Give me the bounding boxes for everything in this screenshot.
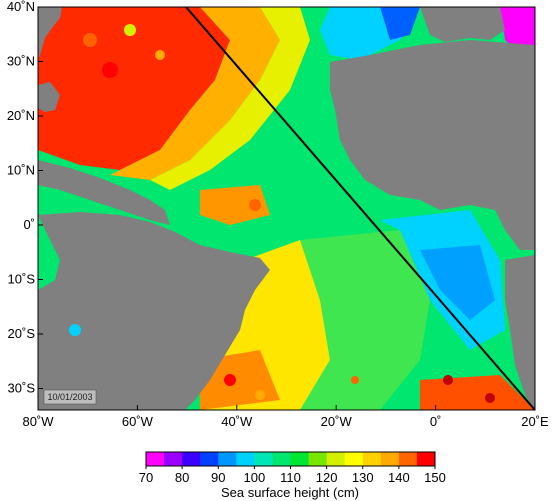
longitude-tick-label: 20˚E bbox=[521, 414, 549, 429]
land-central-america bbox=[38, 160, 170, 225]
colorbar-tick-label: 90 bbox=[211, 470, 225, 485]
longitude-axis: 80˚W 60˚W 40˚W 20˚W 0˚ 20˚E bbox=[22, 405, 549, 429]
eddy bbox=[485, 393, 495, 403]
ssh-zone-south-green bbox=[300, 230, 430, 410]
colorbar-swatch bbox=[272, 452, 291, 466]
date-label: 10/01/2003 bbox=[47, 392, 92, 402]
colorbar-swatch bbox=[254, 452, 273, 466]
land-africa bbox=[330, 40, 535, 250]
colorbar-swatch bbox=[362, 452, 382, 466]
colorbar-swatch bbox=[164, 452, 183, 466]
ssh-zone-yellow-band bbox=[150, 7, 310, 190]
latitude-tick-label: 30˚N bbox=[7, 54, 35, 69]
colorbar-swatch bbox=[344, 452, 364, 466]
colorbar-tick-label: 130 bbox=[352, 470, 374, 485]
ssh-zone-southeast-blue bbox=[420, 245, 495, 320]
ssh-zone-blue-north bbox=[380, 7, 420, 40]
longitude-tick-label: 0˚ bbox=[430, 414, 442, 429]
eddy bbox=[155, 50, 165, 60]
colorbar-swatch bbox=[416, 452, 436, 466]
ssh-zone-northwest-high bbox=[38, 7, 230, 170]
longitude-tick-label: 80˚W bbox=[22, 414, 54, 429]
latitude-axis: 40˚N 30˚N 20˚N 10˚N 0˚ 10˚S 20˚S 30˚S bbox=[7, 0, 43, 396]
plot-frame bbox=[37, 6, 536, 411]
latitude-tick-label: 20˚N bbox=[7, 108, 35, 123]
colorbar-swatch bbox=[236, 452, 255, 466]
colorbar-title: Sea surface height (cm) bbox=[221, 485, 359, 500]
ssh-zone-gulf-guinea-orange bbox=[200, 185, 270, 225]
latitude-tick-label: 10˚N bbox=[7, 163, 35, 178]
colorbar-tick-label: 140 bbox=[388, 470, 410, 485]
eddy bbox=[249, 199, 261, 211]
eddy bbox=[69, 324, 81, 336]
latitude-tick-label: 0˚ bbox=[23, 217, 35, 232]
eddy bbox=[351, 376, 359, 384]
colorbar-swatch bbox=[380, 452, 400, 466]
colorbar-tick-label: 150 bbox=[424, 470, 446, 485]
ssh-zone-orange-band bbox=[110, 7, 280, 180]
colorbar-swatch bbox=[308, 452, 328, 466]
land-europe bbox=[420, 7, 505, 42]
land-south-america bbox=[38, 212, 270, 410]
longitude-tick-label: 20˚W bbox=[321, 414, 353, 429]
colorbar-tick-label: 110 bbox=[280, 470, 301, 485]
eddy bbox=[124, 24, 136, 36]
eddy bbox=[255, 390, 265, 400]
eddy bbox=[83, 33, 97, 47]
colorbar-swatch bbox=[326, 452, 346, 466]
section-line bbox=[185, 7, 535, 410]
longitude-tick-label: 40˚W bbox=[221, 414, 253, 429]
latitude-tick-label: 40˚N bbox=[7, 0, 35, 14]
latitude-tick-label: 10˚S bbox=[8, 272, 36, 287]
colorbar-tick-label: 100 bbox=[244, 470, 266, 485]
eddy bbox=[443, 375, 453, 385]
colorbar-swatch bbox=[146, 452, 165, 466]
latitude-tick-label: 30˚S bbox=[8, 381, 36, 396]
colorbar-swatch bbox=[218, 452, 237, 466]
plot-area bbox=[38, 7, 535, 410]
colorbar-tick-label: 120 bbox=[316, 470, 338, 485]
date-label-box: 10/01/2003 bbox=[43, 389, 97, 405]
land-southern-africa bbox=[505, 255, 535, 410]
eddy bbox=[102, 62, 118, 78]
colorbar-swatch bbox=[182, 452, 201, 466]
land-north-america bbox=[38, 7, 62, 60]
land-florida-caribbean bbox=[38, 82, 60, 112]
colorbar-swatch bbox=[290, 452, 310, 466]
longitude-tick-label: 60˚W bbox=[122, 414, 154, 429]
colorbar-swatch bbox=[200, 452, 219, 466]
colorbar-tick-label: 80 bbox=[175, 470, 189, 485]
colorbar: 70 80 90 100 110 120 130 140 150 bbox=[139, 451, 446, 485]
colorbar-swatch bbox=[398, 452, 418, 466]
colorbar-tick-label: 70 bbox=[139, 470, 153, 485]
eddy bbox=[224, 374, 236, 386]
latitude-tick-label: 20˚S bbox=[8, 326, 36, 341]
